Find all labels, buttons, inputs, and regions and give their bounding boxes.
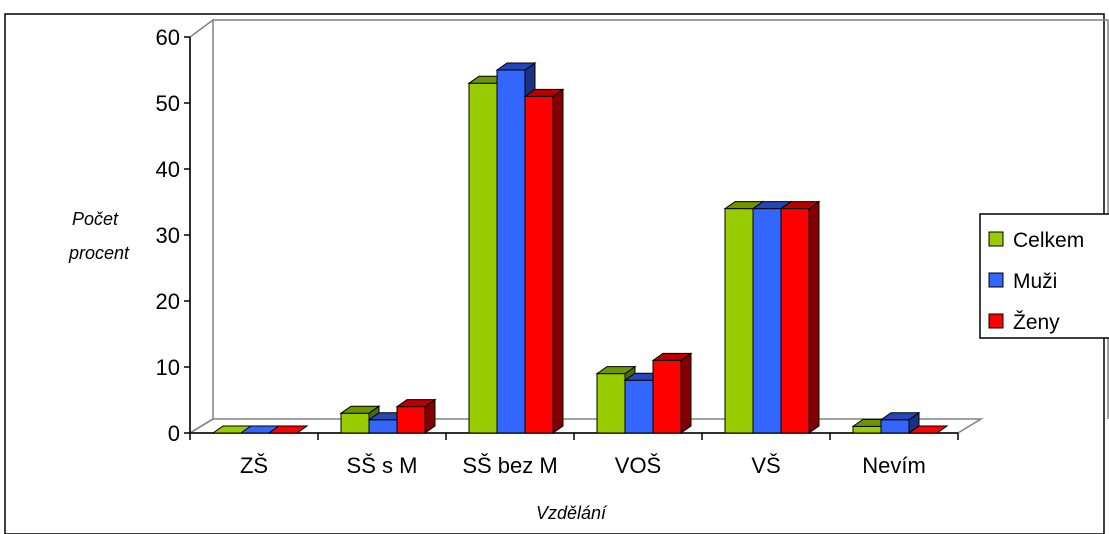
bar-front	[496, 69, 526, 434]
legend-swatch	[988, 272, 1004, 288]
legend: Celkem Muži Ženy	[988, 229, 1084, 334]
bar-front	[396, 406, 426, 434]
bar-side	[680, 352, 692, 434]
bar	[907, 425, 949, 434]
bars-group	[211, 62, 949, 434]
legend-label: Celkem	[1013, 229, 1084, 252]
plot-side-wall	[189, 18, 214, 435]
category-label-group: ZŠ SŠ s M SŠ bez M VOŠ VŠ Nevím	[240, 453, 926, 478]
bar	[395, 398, 437, 434]
bar-front	[340, 412, 370, 434]
bar-front	[596, 373, 626, 434]
bar	[267, 425, 309, 434]
bar-top	[651, 352, 693, 361]
y-tick-label: 60	[156, 25, 180, 50]
bar-front	[724, 208, 754, 434]
bar-top	[907, 425, 949, 434]
bar	[779, 200, 821, 434]
bar-front	[752, 208, 782, 434]
bar	[523, 88, 565, 434]
y-tick-label: 30	[156, 223, 180, 248]
category-label: ZŠ	[240, 453, 268, 478]
legend-label: Ženy	[1013, 311, 1060, 334]
y-tick-label: 10	[156, 355, 180, 380]
bar-front	[624, 379, 654, 434]
x-tick-group	[189, 433, 959, 440]
y-tick-label: 20	[156, 289, 180, 314]
bar-top	[879, 412, 921, 421]
bar-front	[880, 419, 910, 434]
x-axis-title: Vzdělání	[536, 503, 608, 523]
y-tick-label: 50	[156, 91, 180, 116]
bar-side	[552, 88, 564, 434]
category-label: VŠ	[751, 453, 780, 478]
bar-top	[267, 425, 309, 434]
bar-top	[595, 366, 637, 375]
bar-top	[395, 399, 437, 408]
y-tick-group: 0 10 20 30 40 50 60	[156, 25, 190, 446]
bar-front	[652, 359, 682, 434]
bar-front	[368, 419, 398, 434]
y-tick-label: 0	[168, 421, 180, 446]
y-axis-title-line1: Počet	[72, 209, 119, 229]
bar-top	[523, 88, 565, 97]
y-axis-title-line2: procent	[68, 243, 130, 263]
bar-side	[808, 200, 820, 434]
category-label: SŠ bez M	[462, 453, 557, 478]
category-label: VOŠ	[615, 453, 661, 478]
bar	[651, 352, 693, 434]
legend-swatch	[988, 231, 1004, 247]
legend-swatch	[988, 313, 1004, 329]
y-tick-label: 40	[156, 157, 180, 182]
bar-front	[524, 95, 554, 434]
legend-label: Muži	[1013, 270, 1057, 293]
category-label: Nevím	[862, 453, 926, 478]
bar-front	[852, 425, 882, 434]
category-label: SŠ s M	[347, 453, 418, 478]
bar	[879, 411, 921, 434]
bar-front	[780, 208, 810, 434]
bar-top	[495, 62, 537, 71]
bar-front	[468, 82, 498, 434]
bar-top	[779, 201, 821, 210]
bar-top	[339, 405, 381, 414]
